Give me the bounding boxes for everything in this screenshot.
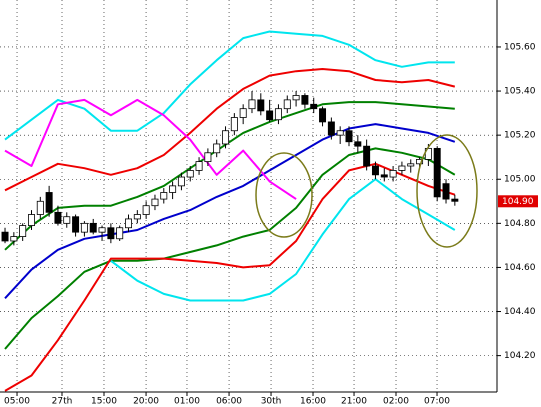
candle-body (257, 99, 265, 112)
candle-body (151, 198, 159, 207)
band-line (110, 178, 456, 302)
candle-body (169, 185, 177, 193)
candle-body (283, 99, 291, 110)
candle-body (107, 227, 115, 240)
candle-body (248, 99, 256, 110)
x-tick-label: 30th (261, 397, 282, 407)
y-tick-label: 105.40 (504, 87, 536, 97)
candle-body (160, 192, 168, 200)
candle-body (116, 227, 124, 240)
candle-body (19, 225, 27, 237)
candle-body (63, 216, 71, 224)
lines (4, 30, 456, 392)
candle-body (292, 95, 300, 101)
candle-body (98, 227, 106, 233)
y-tick-label: 105.20 (504, 131, 536, 141)
y-tick-label: 104.60 (504, 263, 536, 273)
x-tick-label: 01:00 (174, 397, 200, 407)
candle-body (266, 110, 274, 121)
candle-body (213, 143, 221, 154)
candle-body (142, 205, 150, 215)
candle-body (371, 165, 379, 176)
candle-body (274, 108, 282, 121)
band-line (4, 98, 297, 200)
candle-body (327, 121, 335, 136)
candle-body (89, 222, 97, 233)
y-tick-label: 105.60 (504, 42, 536, 52)
x-tick-label: 06:00 (216, 397, 242, 407)
candle-body (380, 174, 388, 178)
candle-body (398, 165, 406, 171)
candle-body (1, 231, 9, 242)
candle-body (177, 176, 185, 187)
candle-body (239, 108, 247, 118)
y-tick-label: 105.00 (504, 175, 536, 185)
band-line (4, 101, 455, 251)
last-price-label: 104.90 (502, 197, 534, 207)
candle-body (186, 170, 194, 178)
highlight-ellipse (255, 152, 313, 238)
y-tick-label: 104.80 (504, 219, 536, 229)
band-line (4, 123, 456, 299)
candle-body (54, 211, 62, 224)
x-tick-label: 15:00 (91, 397, 117, 407)
band-line (4, 68, 456, 192)
x-tick-label: 02:00 (383, 397, 409, 407)
x-tick-label: 27th (52, 397, 73, 407)
band-line (4, 30, 455, 141)
axes: 104.20 104.40 104.60 104.80 105.00 105.20 105.… (4, 42, 538, 407)
y-tick-label: 104.20 (504, 351, 536, 361)
band-line (4, 162, 456, 392)
candle-body (27, 214, 35, 226)
x-tick-label: 16:00 (300, 397, 326, 407)
x-tick-label: 07:00 (424, 397, 450, 407)
candle-body (319, 108, 327, 123)
candles (1, 91, 459, 246)
candle-body (204, 152, 212, 163)
candle-body (222, 130, 230, 145)
candle-body (354, 141, 362, 147)
candle-body (345, 130, 353, 143)
candle-body (310, 103, 318, 110)
candle-body (45, 192, 53, 213)
candle-body (301, 95, 309, 105)
candle-body (36, 200, 44, 215)
candle-body (72, 216, 80, 233)
last-price-box (498, 195, 538, 208)
candle-body (230, 117, 238, 132)
candle-body (433, 147, 441, 198)
x-tick-label: 05:00 (4, 397, 30, 407)
candle-body (363, 145, 371, 167)
x-tick-label: 20:00 (133, 397, 159, 407)
candle-body (133, 214, 141, 220)
band-line (4, 147, 456, 350)
candle-body (389, 170, 397, 178)
y-tick-label: 104.40 (504, 307, 536, 317)
candle-body (442, 183, 450, 200)
candle-body (416, 159, 424, 165)
highlight-ellipse (416, 134, 478, 248)
candle-body (125, 218, 132, 229)
x-tick-label: 21:00 (341, 397, 367, 407)
candle-body (451, 198, 459, 202)
candle-body (80, 222, 88, 233)
candle-body (10, 236, 18, 242)
candle-body (407, 163, 415, 167)
candle-body (336, 130, 344, 136)
candle-body (195, 161, 203, 171)
